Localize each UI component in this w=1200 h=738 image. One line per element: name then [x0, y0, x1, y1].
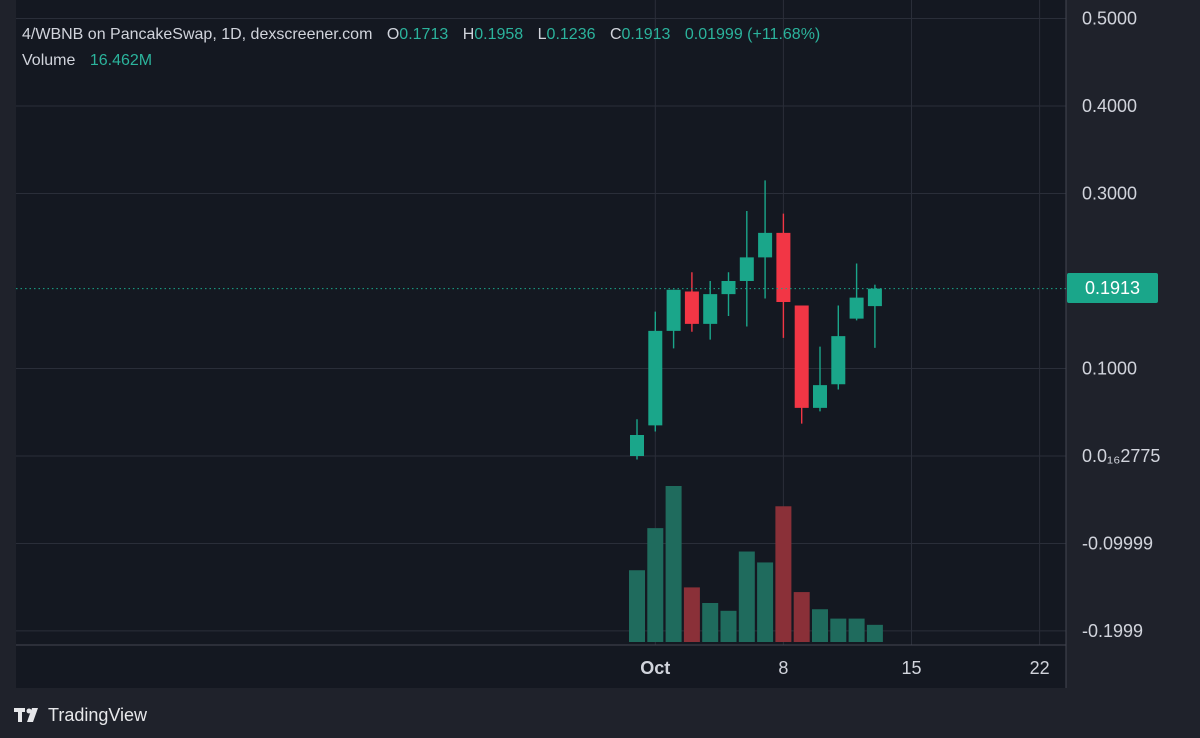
volume-bar [775, 506, 792, 642]
candle-body [684, 291, 699, 324]
volume-key: Volume [22, 52, 76, 69]
open-value: 0.1713 [399, 26, 449, 43]
volume-bar [812, 609, 828, 642]
close-key: C [609, 26, 622, 43]
x-tick-label: 15 [901, 658, 921, 678]
volume-bar [757, 562, 774, 642]
high-key: H [462, 26, 475, 43]
close-value: 0.1913 [621, 26, 671, 43]
candle-body [739, 257, 754, 281]
candle-body [758, 232, 773, 258]
brand-name: TradingView [48, 704, 148, 725]
volume-bar [702, 603, 719, 642]
volume-bar [793, 592, 810, 642]
chart-legend: 4/WBNB on PancakeSwap, 1D, dexscreener.c… [22, 26, 820, 70]
volume-bar [665, 486, 682, 642]
open-key: O [386, 26, 400, 43]
candle-body [831, 336, 846, 385]
time-axis-area [16, 645, 1066, 688]
change-value: 0.01999 (+11.68%) [684, 26, 821, 43]
candle-body [648, 330, 663, 426]
candle-body [666, 289, 681, 331]
pair-title: 4/WBNB on PancakeSwap, 1D, dexscreener.c… [22, 26, 373, 43]
y-tick-label: -0.1999 [1082, 621, 1143, 641]
volume-bar [848, 618, 865, 642]
volume-value: 16.462M [89, 52, 153, 69]
y-tick-label: 0.1000 [1082, 359, 1137, 379]
y-tick-label: -0.09999 [1082, 533, 1153, 553]
candle-body [867, 288, 882, 307]
tradingview-icon [14, 708, 38, 722]
candle-body [813, 385, 827, 408]
y-tick-label: 0.4000 [1082, 96, 1137, 116]
low-value: 0.1236 [546, 26, 596, 43]
volume-bar [720, 610, 737, 642]
y-tick-label: 0.0₁₆2775 [1082, 446, 1160, 466]
high-value: 0.1958 [474, 26, 524, 43]
volume-bar [866, 624, 883, 642]
x-tick-label: 8 [778, 658, 788, 678]
candle-body [721, 281, 736, 295]
x-tick-label: Oct [640, 658, 670, 678]
low-key: L [537, 26, 547, 43]
volume-bar [830, 618, 847, 642]
tradingview-logo[interactable]: TradingView [14, 702, 147, 728]
y-tick-label: 0.5000 [1082, 9, 1137, 29]
x-tick-label: 22 [1030, 658, 1050, 678]
plot-area [16, 0, 1066, 645]
candle-body [703, 294, 718, 324]
candle-body [630, 435, 644, 456]
last-price-label: 0.1913 [1067, 273, 1158, 303]
candle-body [776, 232, 791, 302]
y-tick-label: 0.3000 [1082, 184, 1137, 204]
candle-body [849, 297, 864, 319]
volume-bar [647, 528, 664, 642]
volume-bar [738, 551, 755, 642]
volume-bar [629, 570, 645, 642]
candle-body [794, 305, 809, 408]
volume-bar [683, 587, 700, 642]
